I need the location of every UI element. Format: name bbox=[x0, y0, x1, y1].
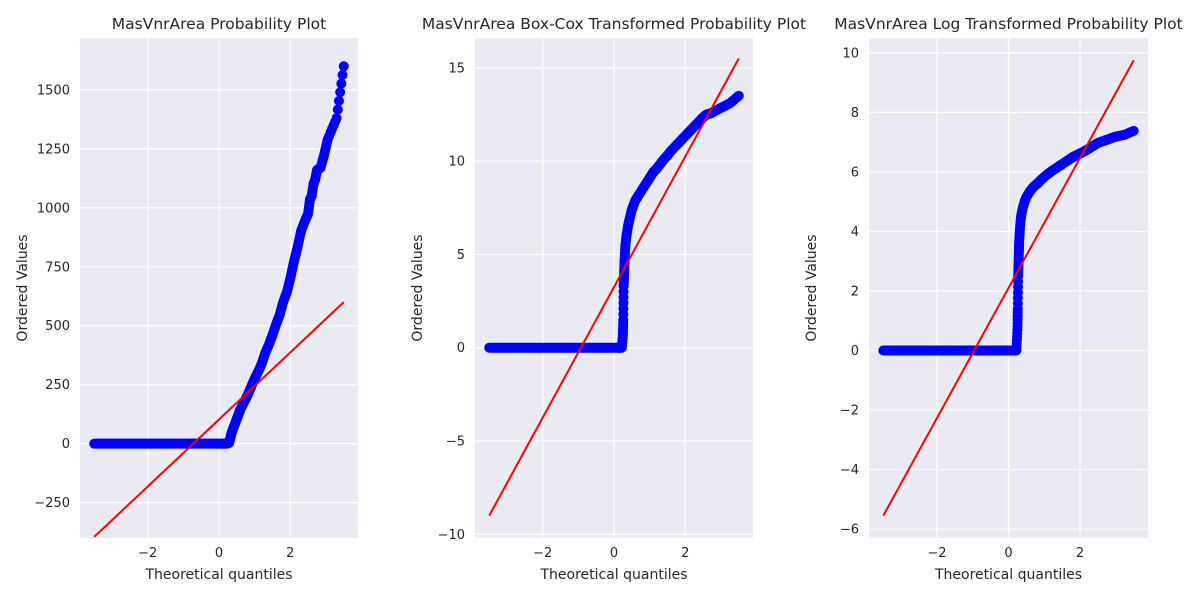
x-tick-label: 0 bbox=[1004, 546, 1012, 561]
y-tick-label: −5 bbox=[446, 434, 465, 449]
y-tick-label: 0 bbox=[457, 341, 465, 356]
y-tick-label: 15 bbox=[448, 61, 465, 76]
subplot-1: −2 0 2 −250 0 250 500 750 1000 1250 1500 MasVnrArea… bbox=[15, 15, 358, 583]
x-tick-label: −2 bbox=[927, 546, 946, 561]
data-point bbox=[333, 95, 344, 106]
x-tick-label: −2 bbox=[533, 546, 552, 561]
data-point bbox=[332, 104, 343, 115]
y-tick-label: 2 bbox=[851, 284, 859, 299]
data-point bbox=[618, 317, 629, 328]
data-point bbox=[335, 87, 346, 98]
x-axis-label: Theoretical quantiles bbox=[934, 567, 1082, 583]
y-tick-label: 500 bbox=[45, 319, 70, 334]
y-axis-label: Ordered Values bbox=[804, 234, 820, 341]
y-tick-label: −10 bbox=[438, 528, 465, 543]
data-point bbox=[330, 116, 341, 127]
y-axis-label: Ordered Values bbox=[15, 234, 31, 341]
data-point bbox=[618, 286, 629, 297]
chart-title: MasVnrArea Log Transformed Probability P… bbox=[834, 15, 1182, 33]
y-tick-label: 4 bbox=[851, 225, 859, 240]
subplot-2: −2 0 2 −10 −5 0 5 10 15 MasVnrArea Box-Cox Transf… bbox=[410, 15, 806, 583]
data-point bbox=[1012, 307, 1023, 318]
x-tick-label: 0 bbox=[215, 546, 223, 561]
fit-line bbox=[882, 59, 1135, 517]
data-point bbox=[337, 69, 348, 80]
x-tick-label: −2 bbox=[138, 546, 157, 561]
y-tick-label: 6 bbox=[851, 165, 859, 180]
y-tick-label: 0 bbox=[851, 344, 859, 359]
y-tick-label: 10 bbox=[842, 46, 859, 61]
y-tick-label: −4 bbox=[840, 463, 859, 478]
data-point bbox=[1127, 126, 1138, 137]
fit-line bbox=[488, 58, 740, 517]
x-axis-label: Theoretical quantiles bbox=[539, 567, 687, 583]
chart-title: MasVnrArea Box-Cox Transformed Probabili… bbox=[422, 15, 806, 33]
x-tick-label: 2 bbox=[1076, 546, 1084, 561]
y-tick-label: 1000 bbox=[37, 201, 70, 216]
data-point bbox=[336, 78, 347, 89]
data-point bbox=[732, 92, 743, 103]
data-point bbox=[338, 61, 349, 72]
x-tick-label: 2 bbox=[286, 546, 294, 561]
x-tick-label: 2 bbox=[681, 546, 689, 561]
chart-title: MasVnrArea Probability Plot bbox=[112, 15, 326, 33]
x-axis-label: Theoretical quantiles bbox=[144, 567, 292, 583]
y-tick-label: 8 bbox=[851, 106, 859, 121]
y-tick-label: −250 bbox=[34, 496, 70, 511]
y-tick-label: 1250 bbox=[37, 142, 70, 157]
y-tick-label: 1500 bbox=[37, 83, 70, 98]
y-tick-label: 10 bbox=[448, 155, 465, 170]
x-tick-label: 0 bbox=[610, 546, 618, 561]
data-point bbox=[1013, 276, 1024, 287]
y-axis-label: Ordered Values bbox=[410, 234, 426, 341]
y-tick-label: 250 bbox=[45, 378, 70, 393]
data-points-dense bbox=[879, 126, 1138, 356]
data-points-dense bbox=[90, 69, 348, 449]
y-tick-label: 0 bbox=[62, 437, 70, 452]
y-tick-label: 750 bbox=[45, 260, 70, 275]
fit-line bbox=[93, 301, 345, 538]
y-tick-label: −2 bbox=[840, 404, 859, 419]
y-tick-label: −6 bbox=[840, 523, 859, 538]
y-tick-label: 5 bbox=[457, 248, 465, 263]
subplot-3: −2 0 2 −6 −4 −2 0 2 4 6 8 10 MasVnrArea Log Transfor… bbox=[804, 15, 1183, 583]
